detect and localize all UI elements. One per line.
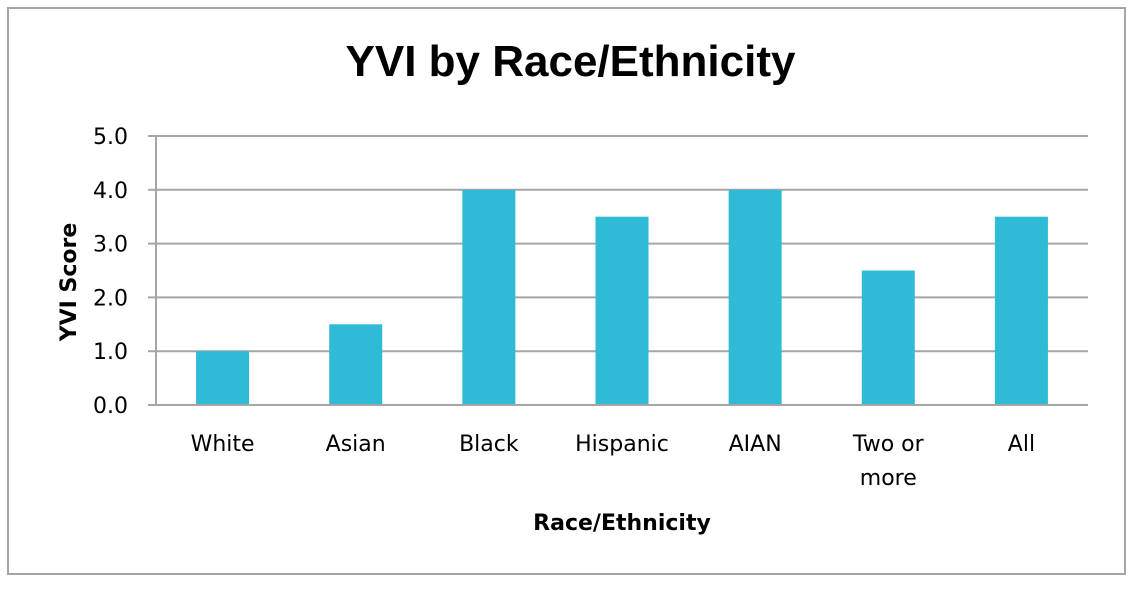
x-axis-title: Race/Ethnicity <box>533 511 711 536</box>
bar <box>595 216 649 405</box>
x-tick-labels: White Asian Black Hispanic AIAN Two or more All <box>191 432 1035 491</box>
chart-frame <box>7 7 1126 575</box>
x-tick-label: AIAN <box>729 432 782 457</box>
y-tick-label: 4.0 <box>93 179 128 204</box>
x-tick-label: Asian <box>326 432 386 457</box>
bar <box>329 324 383 405</box>
y-tick-label: 2.0 <box>93 286 128 311</box>
y-tick-label: 5.0 <box>93 125 128 150</box>
bar <box>994 216 1048 405</box>
x-tick-label: Hispanic <box>575 432 669 457</box>
x-tick-label: White <box>191 432 255 457</box>
bar <box>196 351 250 405</box>
x-tick-label: Two or more <box>852 432 925 491</box>
y-tick-label: 3.0 <box>93 233 128 258</box>
y-tick-labels: 0.0 1.0 2.0 3.0 4.0 5.0 <box>93 125 128 419</box>
y-axis-title: YVI Score <box>57 223 82 343</box>
x-tick-label: All <box>1008 432 1035 457</box>
x-tick-label: Black <box>459 432 519 457</box>
axes <box>148 135 1088 406</box>
y-tick-label: 1.0 <box>93 340 128 365</box>
bar <box>861 270 915 405</box>
bars <box>196 189 1048 405</box>
y-tick-label: 0.0 <box>93 394 128 419</box>
bar <box>462 189 516 405</box>
chart-title: YVI by Race/Ethnicity <box>345 37 796 86</box>
bar <box>728 189 782 405</box>
